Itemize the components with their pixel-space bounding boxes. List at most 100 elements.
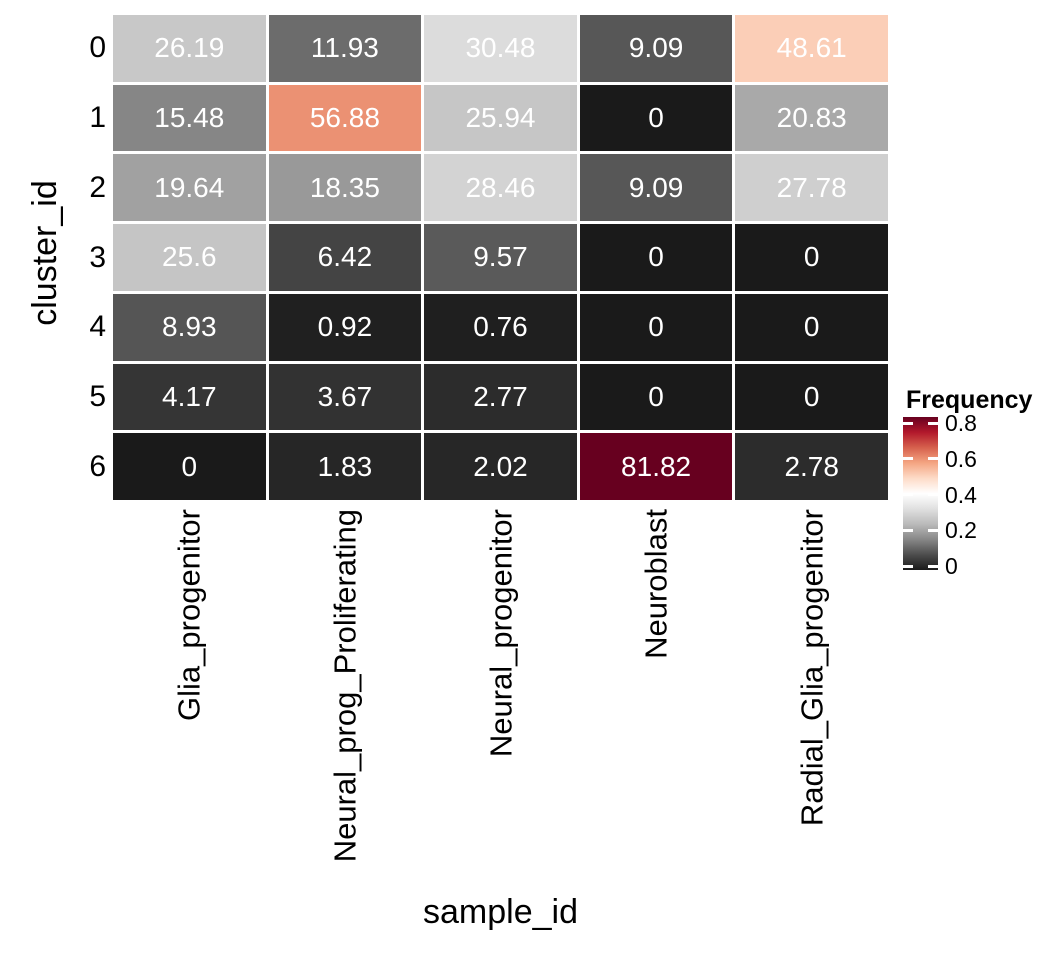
heatmap-cell: 15.48	[113, 84, 266, 152]
legend-tick-mark	[903, 564, 913, 568]
y-tick-label: 0	[89, 31, 106, 65]
heatmap-cell: 2.77	[424, 363, 577, 431]
x-tick-label: Glia_progenitor	[171, 509, 207, 721]
cell-value-label: 81.82	[621, 450, 692, 482]
heatmap-cell: 27.78	[735, 154, 888, 222]
legend-colorbar	[903, 417, 938, 570]
cell-value-label: 25.6	[162, 241, 217, 273]
heatmap-cell: 19.64	[113, 154, 266, 222]
heatmap-cell: 26.19	[113, 15, 266, 82]
x-tick-label: Neural_prog_Proliferating	[327, 509, 363, 863]
cell-value-label: 0	[648, 311, 664, 343]
legend-tick-mark	[928, 493, 938, 496]
cell-value-label: 25.94	[465, 102, 536, 134]
heatmap-cell: 28.46	[424, 154, 577, 222]
cell-value-label: 0	[803, 241, 820, 273]
heatmap-cell: 18.35	[268, 154, 422, 222]
cell-value-label: 15.48	[154, 102, 225, 134]
cell-value-label: 3.67	[317, 380, 373, 412]
cell-value-label: 0	[648, 102, 664, 134]
cell-value-label: 27.78	[776, 171, 847, 203]
cell-value-label: 1.83	[317, 450, 373, 482]
legend-tick-label: 0.2	[945, 517, 977, 544]
cell-value-label: 28.46	[465, 171, 536, 203]
cell-value-label: 8.93	[162, 311, 217, 343]
x-tick-label: Radial_Glia_progenitor	[794, 509, 830, 827]
heatmap-cell: 0.76	[424, 293, 577, 361]
heatmap-cell: 2.02	[424, 433, 577, 500]
heatmap-cell: 25.6	[113, 224, 266, 291]
legend-tick-mark	[903, 493, 913, 496]
heatmap-cell: 0	[579, 363, 733, 431]
cell-value-label: 9.09	[628, 32, 684, 64]
cell-value-label: 0	[648, 241, 664, 273]
cell-value-label: 2.78	[784, 450, 839, 482]
heatmap-cell: 2.78	[735, 433, 888, 500]
y-tick-label: 3	[89, 240, 106, 274]
y-tick-label: 4	[89, 310, 106, 344]
x-tick-label: Neuroblast	[638, 509, 674, 659]
heatmap-cell: 0	[735, 293, 888, 361]
x-axis-title: sample_id	[423, 893, 578, 931]
cell-value-label: 0.76	[473, 311, 528, 343]
heatmap-cell: 1.83	[268, 433, 422, 500]
heatmap-grid: 26.19 11.93 30.48 9.09 48.61 15.48 56.88 25.94 0…	[113, 15, 888, 500]
legend-tick-mark	[928, 457, 938, 461]
legend-title: Frequency	[906, 386, 1033, 414]
legend-tick-label: 0.6	[945, 445, 977, 472]
legend-tick-label: 0	[945, 553, 958, 579]
cell-value-label: 0	[648, 380, 664, 412]
y-tick-label: 6	[89, 449, 106, 483]
cell-value-label: 11.93	[310, 32, 379, 64]
legend-tick-mark	[928, 528, 938, 532]
heatmap-cell: 30.48	[424, 15, 577, 82]
cell-value-label: 4.17	[162, 380, 217, 412]
heatmap-cell: 0	[579, 293, 733, 361]
cell-value-label: 26.19	[154, 32, 225, 64]
heatmap-cell: 48.61	[735, 15, 888, 82]
heatmap-cell: 0	[735, 224, 888, 291]
cell-value-label: 20.83	[776, 102, 847, 134]
cell-value-label: 19.64	[154, 171, 225, 203]
legend-tick-mark	[928, 421, 938, 425]
heatmap-cell: 0	[579, 224, 733, 291]
cell-value-label: 56.88	[309, 102, 380, 134]
heatmap-cell: 81.82	[579, 433, 733, 500]
cell-value-label: 30.48	[465, 32, 536, 64]
heatmap-cell: 6.42	[268, 224, 422, 291]
cell-value-label: 0.92	[317, 311, 373, 343]
heatmap-cell: 20.83	[735, 84, 888, 152]
heatmap-cell: 0.92	[268, 293, 422, 361]
y-tick-label: 5	[89, 379, 106, 413]
y-tick-label: 1	[89, 101, 106, 135]
heatmap-cell: 8.93	[113, 293, 266, 361]
cell-value-label: 48.61	[776, 32, 847, 64]
cell-value-label: 2.77	[473, 380, 528, 412]
x-tick-label: Neural_progenitor	[483, 509, 518, 758]
heatmap-cell: 4.17	[113, 363, 266, 431]
cell-value-label: 0	[181, 450, 198, 482]
legend-tick-mark	[903, 528, 913, 532]
heatmap-cell: 9.09	[579, 15, 733, 82]
heatmap-cell: 0	[579, 84, 733, 152]
legend-tick-label: 0.4	[945, 481, 977, 508]
heatmap-cell: 0	[113, 433, 266, 500]
heatmap-cell: 0	[735, 363, 888, 431]
cell-value-label: 9.57	[473, 241, 528, 273]
y-tick-label: 2	[89, 170, 106, 204]
heatmap-cell: 56.88	[268, 84, 422, 152]
heatmap-cell: 9.57	[424, 224, 577, 291]
legend-tick-mark	[903, 457, 913, 461]
legend-tick-label: 0.8	[945, 410, 977, 436]
legend-tick-mark	[928, 564, 938, 568]
heatmap-cell: 25.94	[424, 84, 577, 152]
cell-value-label: 2.02	[473, 450, 528, 482]
cell-value-label: 0	[803, 380, 820, 412]
legend-tick-mark	[903, 421, 913, 425]
cell-value-label: 0	[803, 311, 820, 343]
cell-value-label: 6.42	[317, 241, 373, 273]
heatmap-cell: 9.09	[579, 154, 733, 222]
cell-value-label: 18.35	[309, 171, 380, 203]
heatmap-cell: 3.67	[268, 363, 422, 431]
